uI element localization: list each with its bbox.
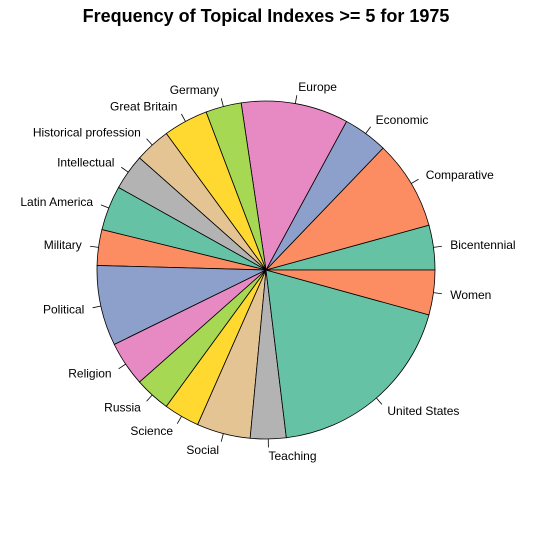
label-tick-women — [433, 292, 442, 295]
label-tick-military — [90, 245, 99, 248]
slice-label-political: Political — [43, 303, 84, 317]
label-tick-russia — [146, 394, 153, 402]
label-tick-europe — [294, 95, 298, 104]
chart-title: Frequency of Topical Indexes >= 5 for 19… — [83, 6, 450, 26]
slice-label-great-britain: Great Britain — [110, 100, 177, 114]
label-tick-religion — [118, 363, 126, 370]
label-tick-comparative — [411, 178, 419, 184]
slice-label-science: Science — [130, 424, 173, 438]
label-tick-bicentennial — [433, 245, 442, 248]
label-tick-latin-america — [100, 204, 109, 209]
slice-label-bicentennial: Bicentennial — [450, 238, 515, 252]
slice-label-military: Military — [44, 238, 82, 252]
slice-comparative — [264, 147, 430, 271]
slice-women — [265, 269, 436, 316]
slice-label-women: Women — [450, 288, 491, 302]
label-tick-intellectual — [121, 166, 129, 173]
slice-label-united-states: United States — [387, 404, 459, 418]
slice-europe — [240, 100, 348, 272]
slice-label-russia: Russia — [104, 400, 141, 414]
slice-label-teaching: Teaching — [268, 449, 316, 463]
slice-label-europe: Europe — [298, 80, 337, 94]
label-tick-united-states — [376, 397, 383, 405]
label-tick-economic — [365, 126, 372, 134]
pie-labels: Bicentennial Comparative Economic Europe Ger… — [20, 80, 515, 463]
slice-label-comparative: Comparative — [426, 168, 494, 182]
slice-label-religion: Religion — [68, 367, 111, 381]
slice-label-latin-america: Latin America — [20, 195, 93, 209]
label-tick-social — [220, 433, 224, 442]
slice-united-states — [265, 269, 430, 439]
slice-label-germany: Germany — [170, 83, 219, 97]
label-tick-germany — [220, 98, 224, 107]
slice-label-economic: Economic — [376, 113, 429, 127]
slice-label-historical-profession: Historical profession — [33, 126, 141, 140]
pie-slices — [96, 100, 436, 440]
slice-label-social: Social — [186, 443, 219, 457]
label-tick-historical-profession — [146, 138, 153, 146]
label-tick-political — [92, 305, 101, 309]
label-tick-science — [176, 416, 182, 424]
slice-label-intellectual: Intellectual — [57, 155, 114, 169]
label-tick-great-britain — [181, 113, 186, 122]
